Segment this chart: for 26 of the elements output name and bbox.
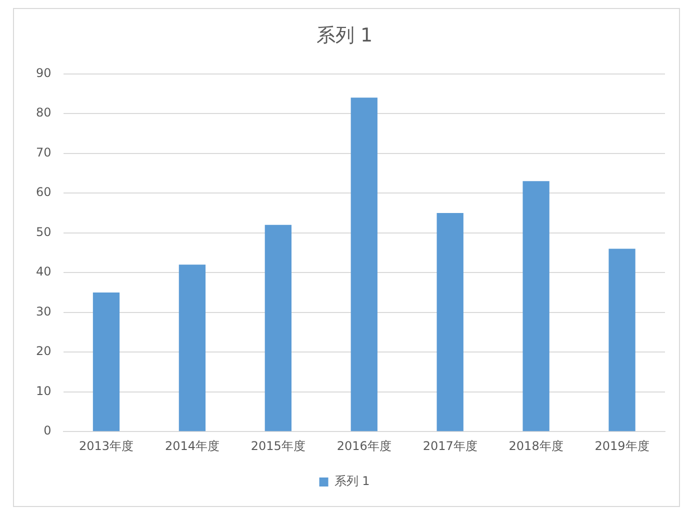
bar [608, 248, 636, 432]
bar [522, 181, 550, 432]
bar [350, 98, 378, 432]
y-tick-label: 30 [36, 304, 52, 318]
bar [264, 224, 292, 432]
x-tick-label: 2019年度 [594, 438, 650, 453]
x-tick-label: 2016年度 [336, 438, 392, 453]
y-tick-label: 90 [36, 66, 52, 80]
x-tick-label: 2013年度 [78, 438, 134, 453]
chart-title: 系列 1 [316, 24, 373, 46]
x-tick-label: 2015年度 [250, 438, 306, 453]
y-tick-label: 50 [36, 224, 52, 239]
y-tick-label: 0 [44, 424, 52, 438]
y-tick-label: 10 [36, 384, 52, 398]
y-tick-label: 40 [36, 264, 52, 279]
y-tick-label: 60 [36, 185, 52, 200]
x-tick-label: 2017年度 [422, 438, 478, 453]
y-tick-label: 70 [36, 145, 52, 160]
bar [92, 292, 120, 432]
y-tick-label: 20 [36, 344, 52, 358]
x-tick-label: 2014年度 [164, 438, 220, 453]
legend-label: 系列 1 [334, 474, 370, 488]
y-tick-label: 80 [36, 106, 52, 120]
x-tick-label: 2018年度 [508, 438, 564, 453]
bar [436, 212, 464, 432]
bar [178, 264, 206, 432]
